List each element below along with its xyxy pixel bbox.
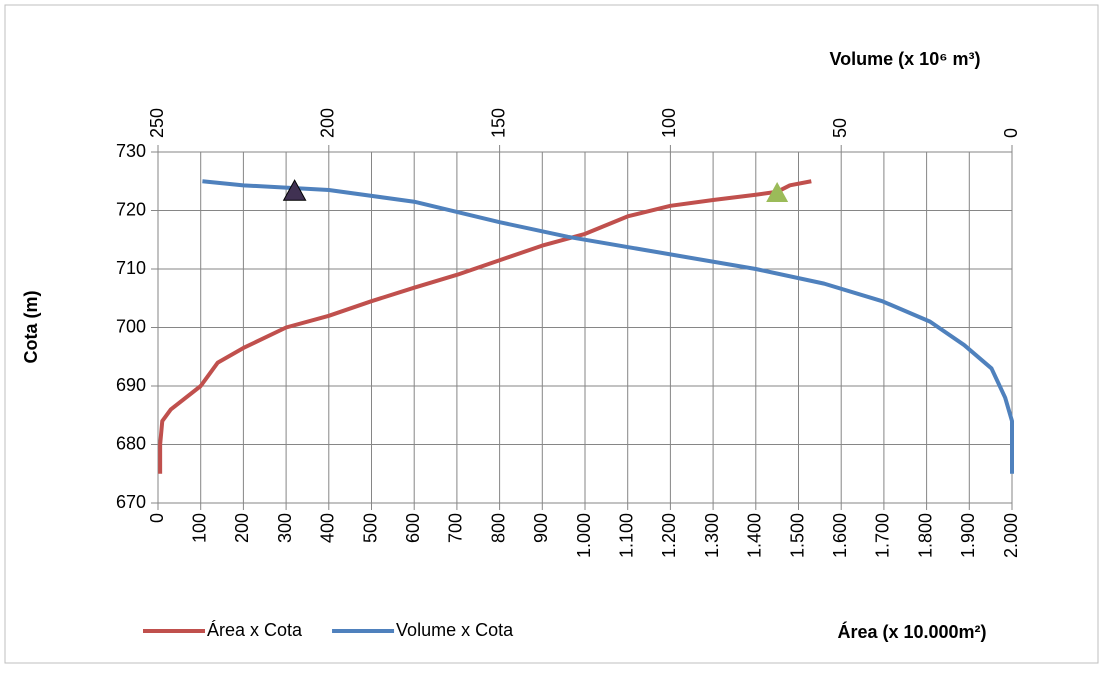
- x-tick-label: 200: [232, 513, 252, 543]
- x2-tick-label: 0: [1001, 128, 1021, 138]
- x-tick-label: 1.100: [616, 513, 636, 558]
- x2-tick-label: 100: [659, 108, 679, 138]
- x-axis-title: Área (x 10.000m²): [837, 621, 986, 642]
- x2-tick-label: 250: [147, 108, 167, 138]
- y-tick-label: 720: [116, 199, 146, 219]
- x-tick-label: 1.400: [745, 513, 765, 558]
- y-tick-label: 680: [116, 433, 146, 453]
- legend-label: Volume x Cota: [396, 620, 514, 640]
- x-tick-label: 400: [318, 513, 338, 543]
- x2-axis-title: Volume (x 10⁶ m³): [830, 49, 981, 69]
- x-tick-label: 1.900: [958, 513, 978, 558]
- y-tick-label: 730: [116, 141, 146, 161]
- x2-tick-label: 200: [318, 108, 338, 138]
- x-tick-label: 500: [360, 513, 380, 543]
- marker: [766, 181, 789, 202]
- x-tick-label: 800: [488, 513, 508, 543]
- plot-area: [157, 151, 1013, 504]
- x-tick-label: 100: [189, 513, 209, 543]
- x-tick-label: 600: [403, 513, 423, 543]
- y-tick-label: 710: [116, 258, 146, 278]
- x-tick-label: 1.200: [659, 513, 679, 558]
- x-tick-label: 700: [446, 513, 466, 543]
- x-tick-label: 1.000: [574, 513, 594, 558]
- x-tick-label: 1.300: [702, 513, 722, 558]
- y-tick-label: 700: [116, 316, 146, 336]
- data-line: [158, 179, 812, 474]
- x-tick-label: 1.600: [830, 513, 850, 558]
- x-tick-label: 300: [275, 513, 295, 543]
- y-tick-label: 670: [116, 492, 146, 512]
- x2-tick-label: 50: [830, 118, 850, 138]
- x-tick-label: 2.000: [1001, 513, 1021, 558]
- x-tick-label: 900: [531, 513, 551, 543]
- x2-tick-label: 150: [488, 108, 508, 138]
- x-tick-label: 1.800: [915, 513, 935, 558]
- x-tick-label: 0: [147, 513, 167, 523]
- y-tick-label: 690: [116, 375, 146, 395]
- marker: [282, 179, 307, 201]
- legend-label: Área x Cota: [207, 620, 303, 640]
- chart-frame: [4, 4, 1099, 664]
- x-tick-label: 1.700: [873, 513, 893, 558]
- x-tick-label: 1.500: [787, 513, 807, 558]
- y-axis-title: Cota (m): [21, 291, 41, 364]
- data-line: [202, 179, 1014, 474]
